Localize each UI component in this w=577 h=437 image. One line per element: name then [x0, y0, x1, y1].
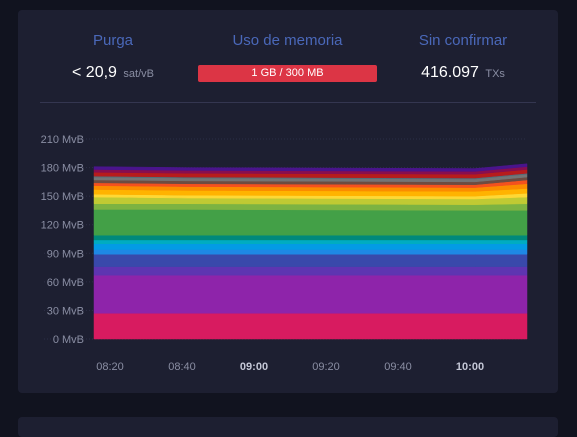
fees-value: < 20,9 — [72, 64, 117, 81]
unconfirmed-title: Sin confirmar — [418, 32, 508, 49]
y-tick-label: 60 MvB — [47, 277, 84, 289]
second-card — [18, 417, 558, 437]
fees-title: Purga — [92, 32, 134, 49]
x-tick-label: 09:40 — [384, 361, 412, 373]
x-tick-label: 08:20 — [96, 361, 124, 373]
area-series-6 — [93, 243, 528, 250]
y-tick-label: 150 MvB — [41, 191, 84, 203]
area-series-9 — [93, 209, 528, 236]
y-tick-label: 210 MvB — [41, 134, 84, 146]
y-tick-label: 120 MvB — [41, 220, 84, 232]
area-series-1 — [93, 313, 528, 340]
y-tick-label: 180 MvB — [41, 163, 84, 175]
fees-unit: sat/vB — [123, 68, 154, 80]
area-series-4 — [93, 253, 528, 267]
memory-title: Uso de memoria — [232, 32, 343, 49]
divider — [40, 102, 536, 103]
x-tick-label: 09:20 — [312, 361, 340, 373]
unconfirmed-value-line: 416.097 TXs — [398, 64, 528, 82]
mempool-chart: 0 MvB 30 MvB 60 MvB 90 MvB 120 MvB 150 MvB 180… — [41, 134, 528, 373]
unconfirmed-unit: TXs — [485, 68, 505, 80]
memory-usage-bar: 1 GB / 300 MB — [198, 65, 377, 82]
area-series-3 — [93, 266, 528, 276]
area-series-8 — [93, 234, 528, 241]
fees-value-line: < 20,9 sat/vB — [53, 64, 173, 82]
area-series-5 — [93, 249, 528, 255]
unconfirmed-value: 416.097 — [421, 64, 479, 81]
x-tick-label: 10:00 — [456, 361, 484, 373]
x-tick-label: 09:00 — [240, 361, 268, 373]
y-tick-label: 90 MvB — [47, 248, 84, 260]
y-tick-label: 0 MvB — [53, 334, 84, 346]
area-series-7 — [93, 239, 528, 245]
mempool-card: Purga < 20,9 sat/vB Uso de memoria 1 GB … — [18, 10, 558, 393]
area-series-2 — [93, 274, 528, 314]
area-series-21 — [93, 163, 528, 172]
y-tick-label: 30 MvB — [47, 305, 84, 317]
x-tick-label: 08:40 — [168, 361, 196, 373]
